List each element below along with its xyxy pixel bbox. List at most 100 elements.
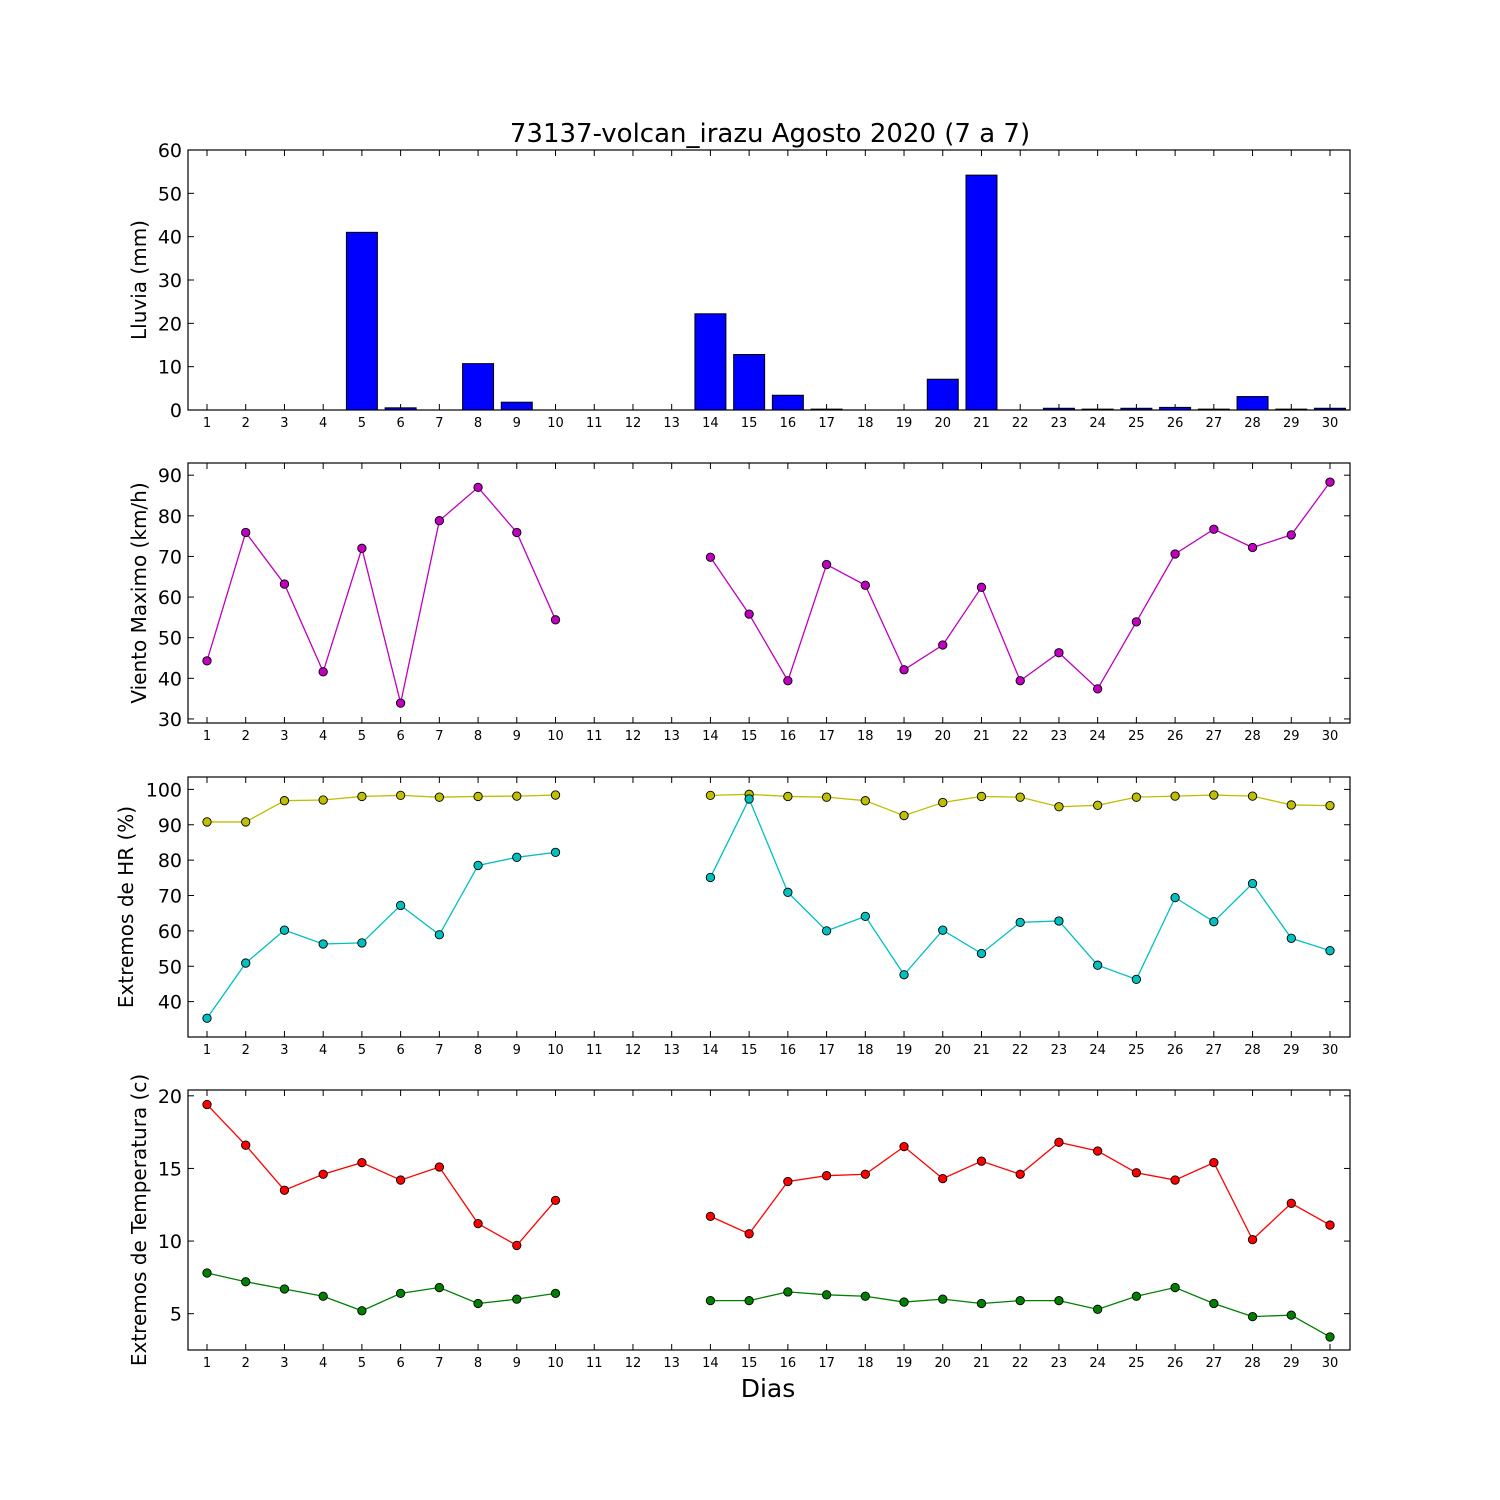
data-point — [899, 1141, 909, 1152]
x-tick-label: 24 — [1089, 729, 1106, 744]
rain-bar — [345, 231, 378, 411]
x-tick-label: 14 — [702, 1356, 719, 1371]
series-line — [710, 1141, 1331, 1241]
data-point — [473, 791, 483, 802]
x-tick-label: 4 — [319, 1356, 327, 1371]
data-point — [860, 580, 870, 590]
data-point — [1209, 790, 1219, 800]
data-point — [550, 847, 561, 857]
x-tick-label: 17 — [818, 1356, 835, 1371]
data-point — [1170, 791, 1180, 801]
data-point — [783, 791, 793, 802]
data-point — [1247, 791, 1258, 801]
x-tick-label: 3 — [280, 1356, 288, 1371]
data-point — [512, 791, 522, 801]
data-point — [1015, 676, 1025, 686]
data-point — [1325, 801, 1335, 811]
data-point — [1131, 1291, 1142, 1301]
data-point — [1325, 946, 1335, 956]
x-tick-label: 17 — [818, 416, 835, 431]
y-tick-label: 10 — [158, 357, 182, 379]
data-point — [512, 1240, 522, 1251]
data-point — [318, 1169, 328, 1179]
x-tick-label: 18 — [857, 1356, 874, 1371]
x-tick-label: 8 — [474, 729, 482, 744]
series-line — [709, 481, 1331, 690]
x-tick-label: 15 — [741, 1356, 758, 1371]
x-tick-label: 6 — [396, 729, 404, 744]
data-point — [434, 792, 444, 802]
data-point — [279, 925, 290, 935]
y-axis-label: Lluvia (mm) — [127, 220, 151, 340]
data-point — [976, 1156, 987, 1166]
x-tick-label: 26 — [1167, 1043, 1184, 1058]
x-tick-label: 12 — [625, 1043, 642, 1058]
x-tick-label: 21 — [973, 1356, 990, 1371]
x-tick-label: 21 — [973, 416, 990, 431]
x-tick-label: 29 — [1283, 1356, 1300, 1371]
data-point — [783, 1176, 793, 1187]
data-point — [512, 852, 522, 862]
x-tick-label: 14 — [702, 729, 719, 744]
y-tick-label: 15 — [158, 1158, 182, 1180]
x-tick-label: 29 — [1283, 1043, 1300, 1058]
data-point — [860, 1169, 870, 1179]
x-tick-label: 10 — [547, 1043, 564, 1058]
rain-bar — [462, 363, 495, 411]
data-point — [1325, 477, 1335, 487]
rain-bar — [694, 313, 727, 411]
x-axis-label: Dias — [741, 1374, 796, 1403]
data-point — [744, 1295, 754, 1306]
x-tick-label: 2 — [242, 416, 250, 431]
x-tick-label: 5 — [358, 1356, 366, 1371]
x-tick-label: 20 — [934, 1043, 951, 1058]
x-tick-label: 16 — [780, 729, 797, 744]
data-point — [899, 665, 909, 675]
data-point — [357, 1157, 367, 1168]
y-tick-label: 90 — [158, 465, 182, 487]
data-point — [938, 640, 948, 650]
x-tick-label: 26 — [1167, 729, 1184, 744]
data-point — [1209, 524, 1219, 534]
series-line — [206, 486, 557, 704]
y-tick-label: 20 — [158, 1086, 182, 1108]
data-point — [512, 1294, 522, 1304]
x-tick-label: 11 — [586, 1043, 603, 1058]
data-point — [1015, 1169, 1025, 1179]
data-point — [1170, 892, 1180, 903]
data-point — [899, 970, 909, 980]
x-tick-label: 30 — [1322, 1356, 1339, 1371]
x-tick-label: 1 — [203, 416, 211, 431]
data-point — [783, 676, 793, 686]
x-tick-label: 15 — [741, 1043, 758, 1058]
data-point — [1015, 917, 1025, 928]
x-tick-label: 7 — [435, 1043, 443, 1058]
data-point — [1015, 792, 1025, 802]
rain-bar — [1236, 396, 1269, 411]
data-point — [1054, 916, 1064, 926]
y-tick-label: 80 — [158, 850, 182, 872]
x-tick-label: 3 — [280, 1043, 288, 1058]
data-point — [705, 1211, 716, 1222]
data-point — [976, 791, 987, 802]
x-tick-label: 29 — [1283, 729, 1300, 744]
x-tick-label: 2 — [242, 1043, 250, 1058]
y-tick-label: 90 — [158, 815, 182, 837]
data-point — [1093, 1146, 1103, 1156]
x-tick-label: 3 — [280, 416, 288, 431]
x-tick-label: 29 — [1283, 416, 1300, 431]
x-tick-label: 23 — [1051, 729, 1068, 744]
x-tick-label: 24 — [1089, 1356, 1106, 1371]
data-point — [1325, 1220, 1335, 1230]
data-point — [976, 582, 987, 592]
rain-bar — [926, 378, 959, 411]
y-tick-label: 60 — [158, 140, 182, 162]
plot-frame — [187, 1089, 1351, 1351]
data-point — [512, 527, 522, 538]
chart-title: 73137-volcan_irazu Agosto 2020 (7 a 7) — [510, 119, 1030, 149]
data-point — [899, 1297, 909, 1307]
x-tick-label: 27 — [1206, 1043, 1223, 1058]
data-point — [357, 938, 367, 948]
x-tick-label: 16 — [780, 1356, 797, 1371]
data-point — [550, 1195, 561, 1206]
